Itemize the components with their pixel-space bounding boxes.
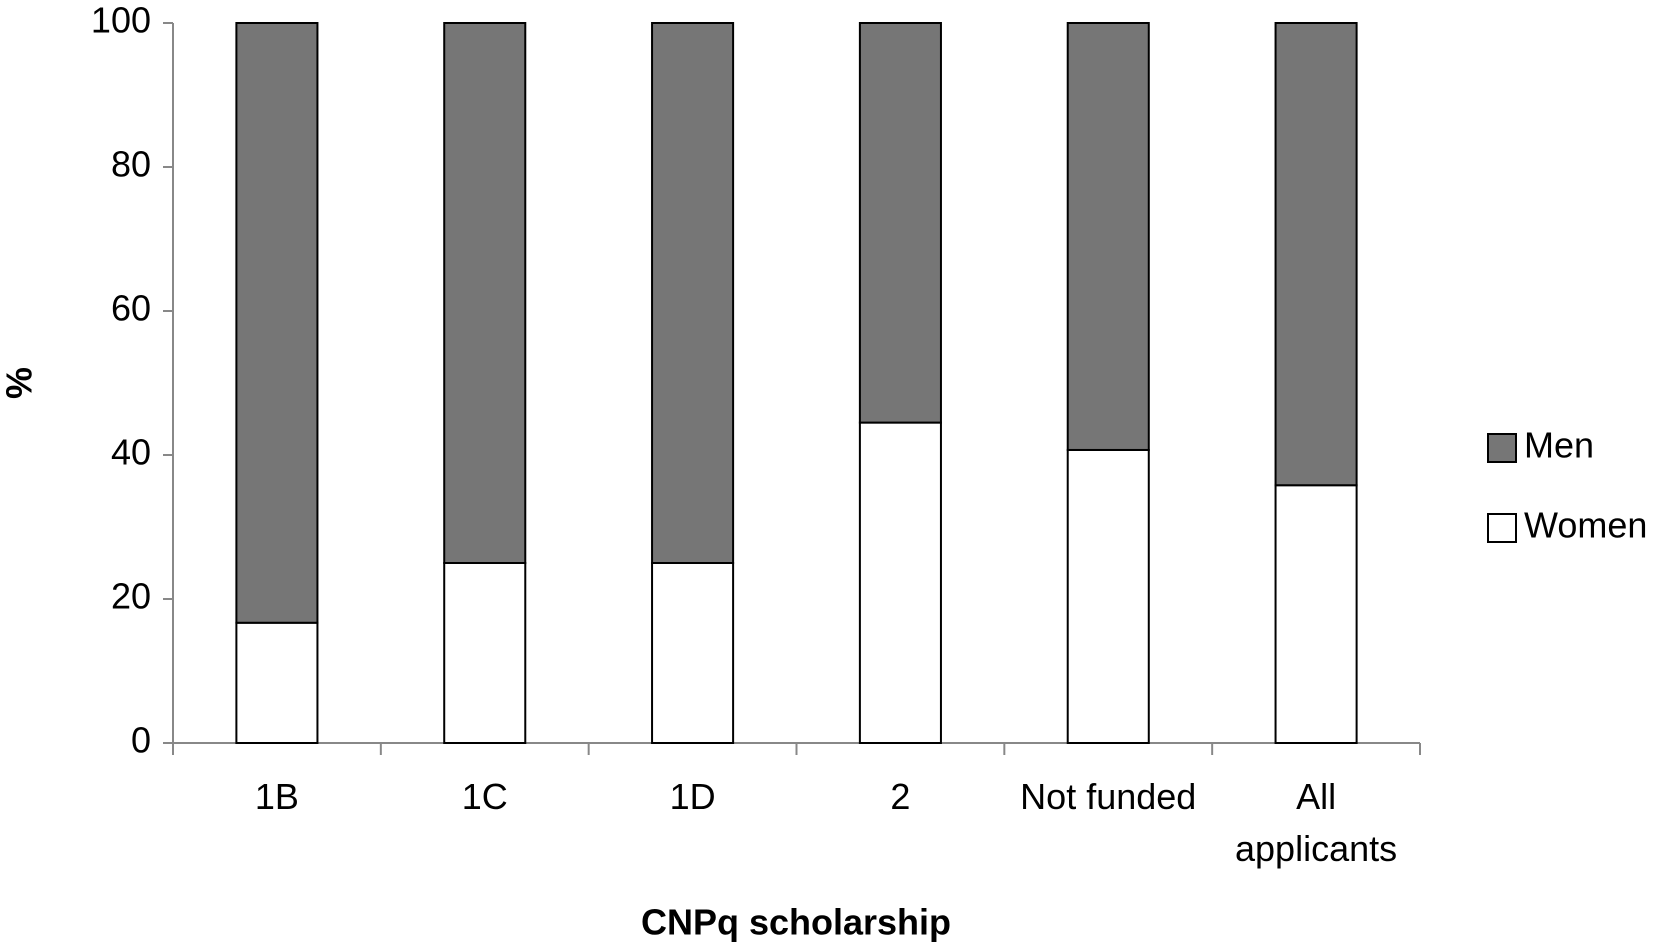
y-tick-label: 0 — [131, 720, 151, 761]
bar-segment — [1066, 448, 1150, 744]
legend-swatch — [1487, 433, 1517, 463]
bar-segment — [1274, 484, 1358, 744]
bar-segment — [443, 562, 527, 744]
y-tick-label: 80 — [111, 144, 151, 185]
x-tick-label: 1D — [669, 776, 716, 817]
x-tick-label: 1B — [254, 776, 299, 817]
x-axis-label: CNPq scholarship — [641, 902, 951, 943]
bar-segment — [858, 421, 942, 744]
y-tick-label: 20 — [111, 576, 151, 617]
bar-segment — [235, 22, 319, 624]
legend-swatch — [1487, 513, 1517, 543]
x-tick-label: All applicants — [1235, 776, 1398, 869]
bar-segment — [858, 22, 942, 424]
bar-segment — [1066, 22, 1150, 451]
y-axis-label: % — [0, 367, 40, 399]
bar-segment — [235, 621, 319, 745]
bar-segment — [651, 22, 735, 564]
bar-segment — [443, 22, 527, 564]
legend-label: Men — [1524, 425, 1594, 466]
x-tick-label: Not funded — [1020, 776, 1197, 817]
x-tick-label: 1C — [461, 776, 508, 817]
bar-segment — [1274, 22, 1358, 487]
y-tick-label: 40 — [111, 432, 151, 473]
y-tick-label: 60 — [111, 288, 151, 329]
bar-segment — [651, 562, 735, 744]
x-tick-label: 2 — [890, 776, 911, 817]
legend-label: Women — [1524, 505, 1647, 546]
y-tick-label: 100 — [91, 0, 151, 41]
